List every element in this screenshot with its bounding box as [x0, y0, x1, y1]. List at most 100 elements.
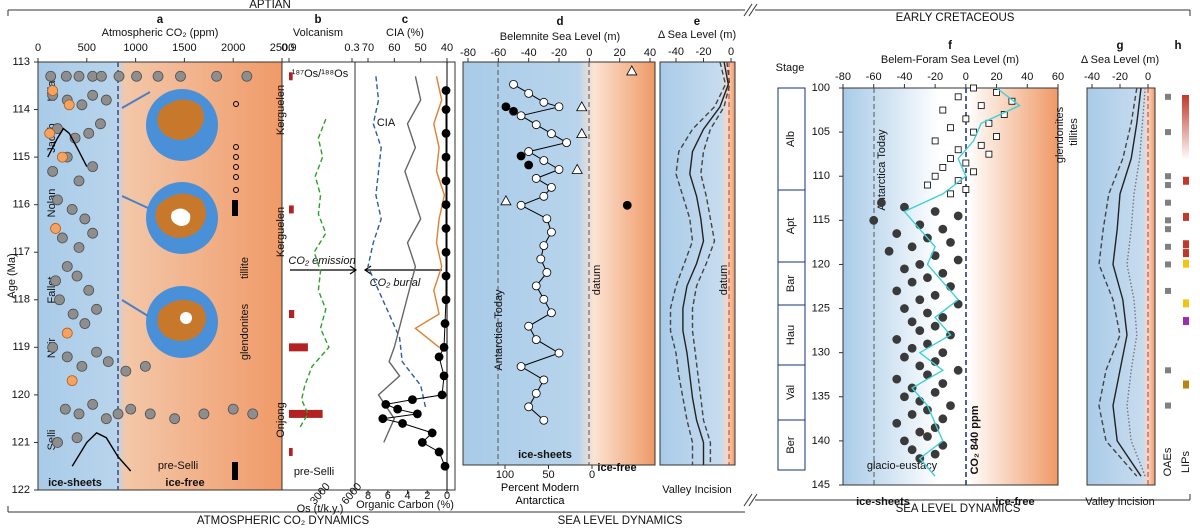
x-axis-label: Δ Sea Level (m): [1081, 54, 1159, 66]
point: [562, 138, 571, 148]
annotation: ice-free: [995, 496, 1034, 508]
point: [571, 163, 583, 174]
point: [516, 151, 526, 161]
y-tick-label: 145: [812, 479, 830, 491]
line: [47, 127, 88, 167]
x-axis-label: CIA (%): [386, 27, 424, 39]
point: [398, 419, 407, 428]
x-tick-label: -40: [896, 71, 912, 83]
point: [66, 204, 78, 215]
point: [441, 152, 451, 162]
point: [52, 437, 63, 448]
point: [439, 342, 449, 352]
point: [59, 403, 71, 415]
point: [892, 229, 902, 238]
point: [509, 79, 518, 89]
legend-label: OAEs: [1162, 447, 1174, 476]
point: [91, 303, 102, 315]
point: [576, 127, 588, 139]
point: [524, 402, 534, 412]
x-tick-label: -20: [696, 46, 712, 58]
point: [915, 361, 925, 371]
point: [441, 128, 451, 138]
x-axis-label: ¹⁸⁷Os/¹⁸⁸Os: [292, 68, 349, 80]
y-tick-label: 120: [812, 258, 830, 270]
point: [227, 403, 239, 415]
point: [437, 390, 447, 400]
point: [76, 99, 88, 111]
x-tick-label: -40: [521, 47, 537, 59]
point: [915, 326, 925, 336]
x-tick-label: 0.3: [344, 42, 359, 54]
point: [241, 70, 253, 82]
point: [930, 321, 940, 331]
point: [915, 220, 925, 230]
point: [50, 223, 61, 234]
stage-label: Hau: [785, 325, 797, 345]
point: [993, 133, 1000, 140]
point: [441, 176, 451, 186]
point: [931, 137, 939, 145]
y-tick-label: 114: [12, 103, 30, 115]
point: [47, 85, 59, 96]
x-tick-label: 60: [388, 42, 400, 54]
point: [539, 97, 549, 107]
event-marker: [1165, 402, 1171, 409]
annotation: glendonites: [1054, 106, 1066, 163]
point: [531, 388, 541, 398]
point: [83, 127, 95, 139]
point: [547, 227, 556, 237]
x-tick-label: -20: [927, 71, 943, 83]
annotation: tillites: [1068, 118, 1080, 146]
point: [61, 261, 73, 272]
y-tick-label: 110: [812, 170, 830, 182]
point: [993, 89, 1000, 96]
point: [381, 399, 391, 409]
point: [73, 175, 85, 187]
y-tick-label: 117: [12, 246, 30, 258]
event-marker: [1183, 249, 1189, 258]
stage-label: Alb: [785, 131, 797, 147]
point: [441, 200, 451, 210]
stage-label: Val: [785, 385, 797, 400]
annotation: ice-sheets: [518, 449, 572, 461]
point: [434, 352, 444, 362]
bar: [289, 205, 294, 214]
point: [531, 281, 541, 291]
point: [531, 335, 541, 345]
point: [120, 365, 132, 377]
point: [930, 207, 940, 216]
x-tick-label: 1500: [172, 42, 196, 54]
point: [54, 294, 65, 306]
x-axis-label: Belem-Foram Sea Level (m): [881, 54, 1019, 66]
x2-tick-label: 0: [589, 469, 595, 481]
footer-label: SEA LEVEL DYNAMICS: [896, 503, 1021, 515]
x-tick-label: -20: [1112, 71, 1128, 83]
panel-label: d: [556, 16, 563, 28]
point: [938, 414, 948, 424]
y-tick-label: 125: [812, 302, 830, 314]
x2-tick-label: 100: [496, 469, 514, 481]
point: [539, 156, 549, 165]
point: [95, 118, 106, 130]
point: [892, 374, 902, 384]
y-tick-label: 120: [12, 389, 30, 401]
x2-tick-label: 2: [424, 490, 430, 502]
point: [66, 375, 78, 387]
point: [440, 319, 450, 328]
x-tick-label: 0: [728, 46, 734, 58]
point: [516, 362, 526, 371]
line: [691, 61, 731, 465]
point: [441, 295, 451, 305]
stage-box: [777, 261, 806, 306]
point: [441, 86, 451, 95]
point: [87, 161, 99, 173]
point: [953, 365, 963, 375]
x-tick-label: -80: [460, 47, 476, 59]
point: [57, 232, 68, 244]
point: [547, 308, 556, 318]
point: [946, 237, 955, 247]
x-tick-label: 500: [78, 42, 96, 54]
y-tick-label: 115: [12, 151, 30, 163]
